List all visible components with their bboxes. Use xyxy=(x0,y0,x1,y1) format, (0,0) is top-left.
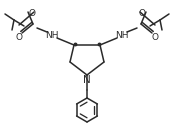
Text: N: N xyxy=(83,75,91,85)
Text: O: O xyxy=(152,34,158,43)
Text: NH: NH xyxy=(115,30,129,39)
Text: O: O xyxy=(29,10,35,19)
Text: NH: NH xyxy=(45,30,59,39)
Text: O: O xyxy=(139,10,145,19)
Text: O: O xyxy=(16,34,22,43)
